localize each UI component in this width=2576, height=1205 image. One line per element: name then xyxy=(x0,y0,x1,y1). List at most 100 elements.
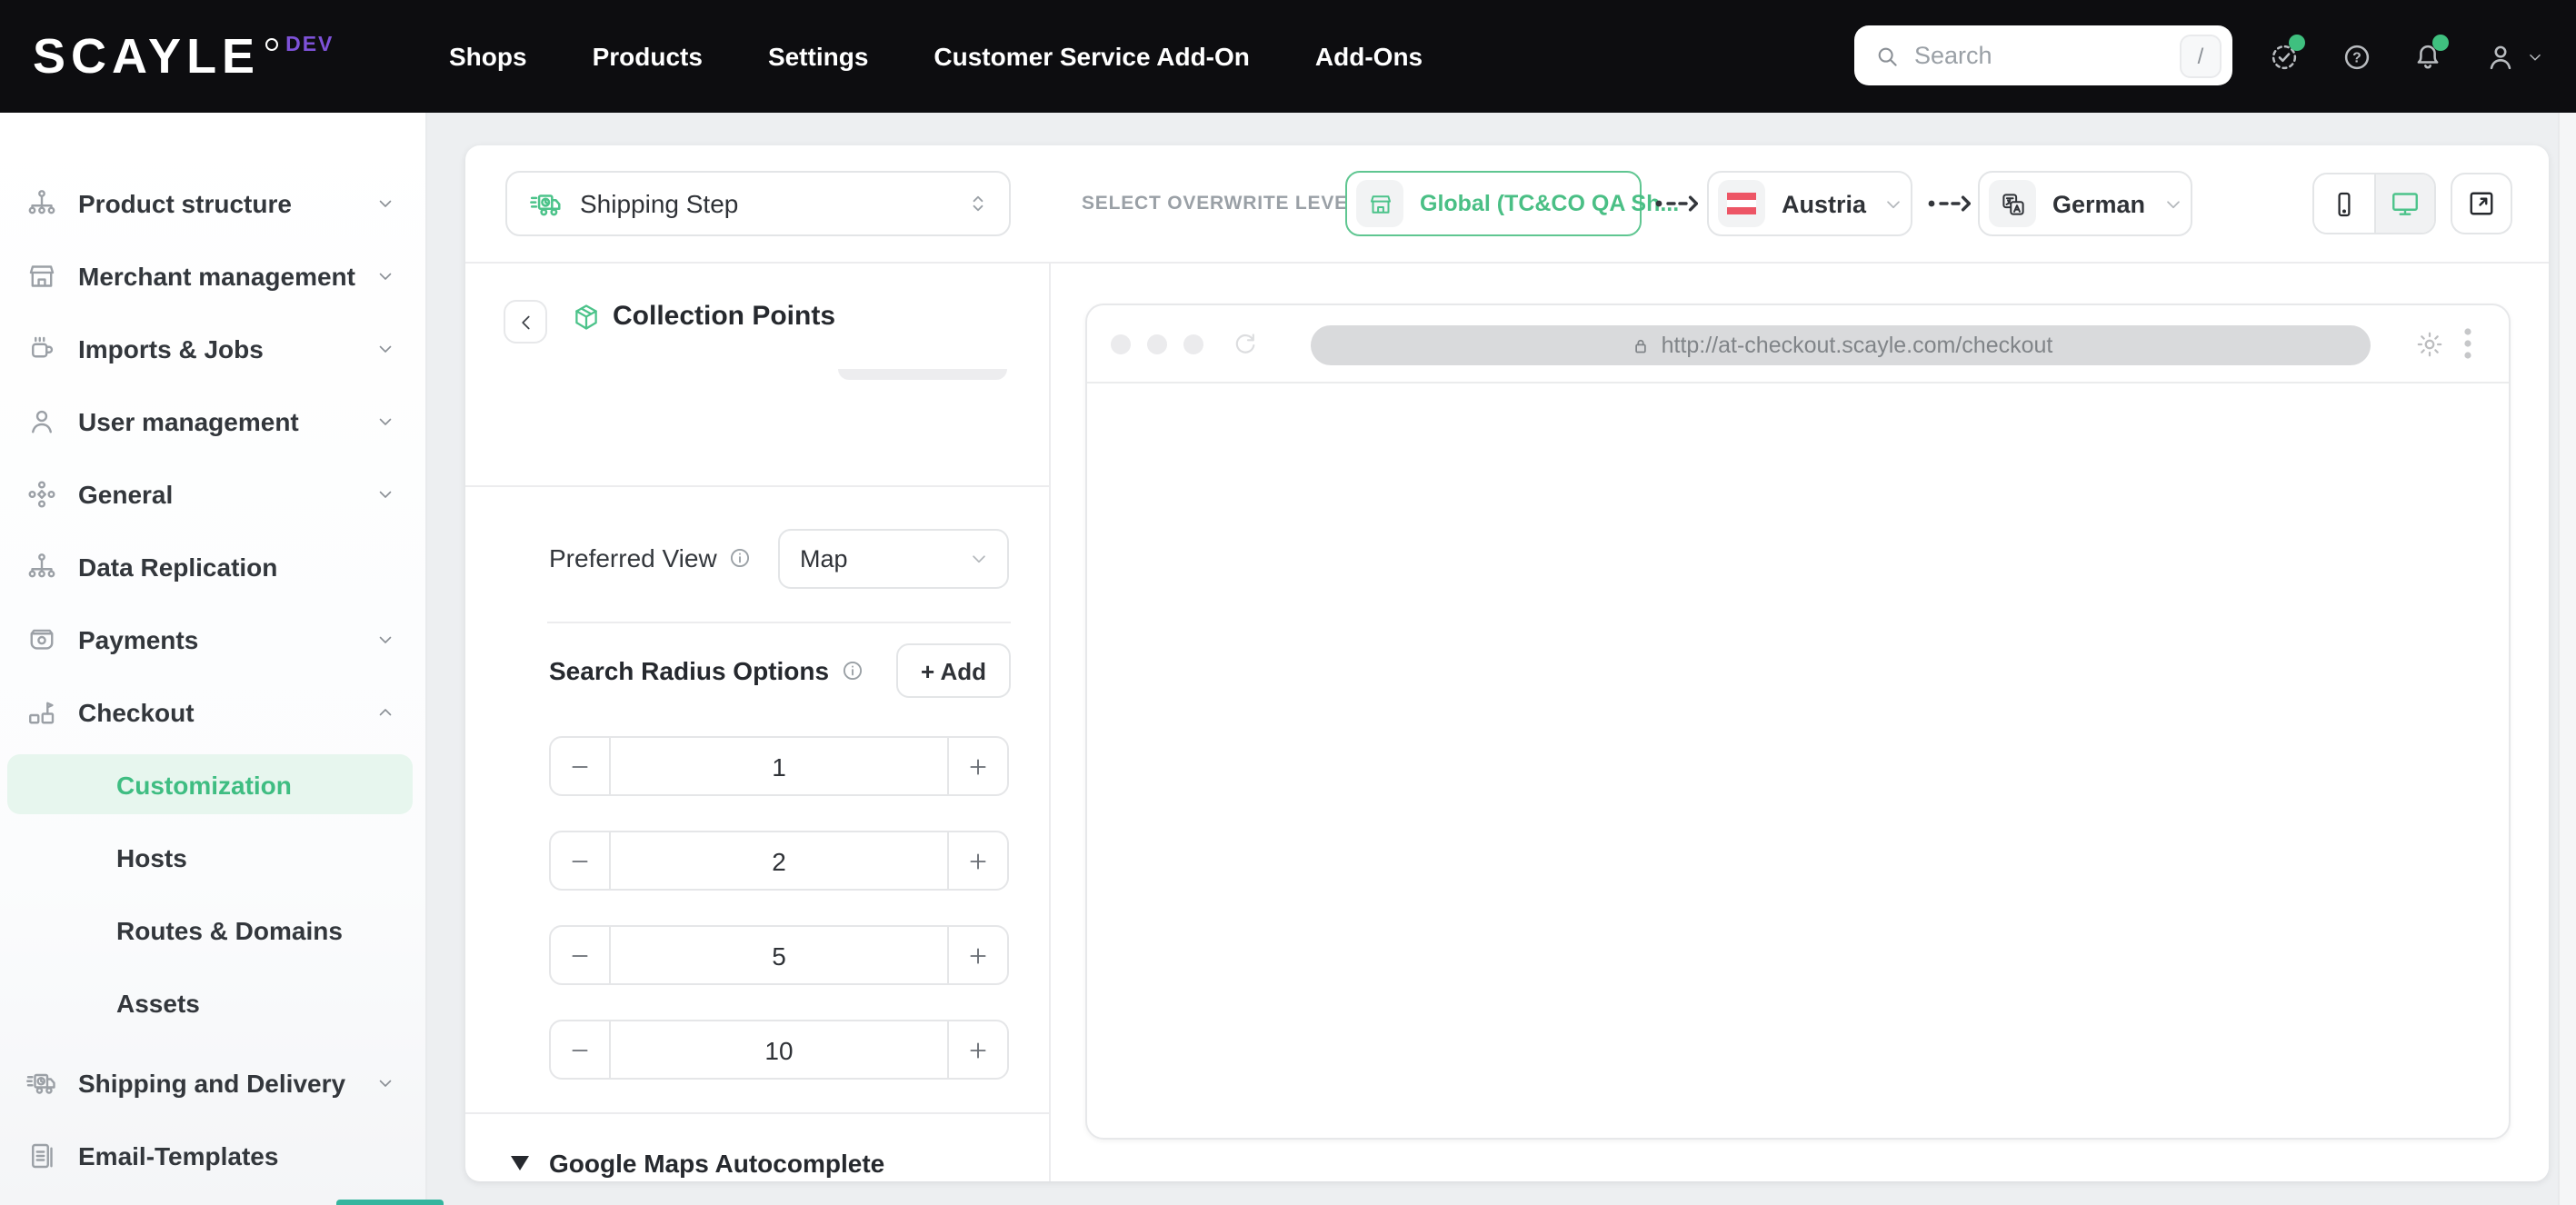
window-dot-icon xyxy=(1147,334,1167,354)
sidebar-item-routes-domains[interactable]: Routes & Domains xyxy=(116,916,343,945)
country-select[interactable]: Austria xyxy=(1707,171,1912,236)
window-dot-icon xyxy=(1183,334,1203,354)
chevron-down-icon xyxy=(374,338,396,360)
stepper-value-input[interactable]: 2 xyxy=(609,832,949,889)
sidebar-item-merchant-management[interactable]: Merchant management xyxy=(0,240,425,313)
desktop-view-button[interactable] xyxy=(2373,174,2434,233)
scayle-logo[interactable]: SCAYLE DEV xyxy=(33,0,334,113)
increment-button[interactable] xyxy=(949,927,1007,983)
content-card: Shipping Step SELECT OVERWRITE LEVEL Glo… xyxy=(465,145,2549,1181)
preferred-view-select[interactable]: Map xyxy=(778,529,1009,589)
panel-divider xyxy=(1049,264,1051,1181)
search-radius-label: Search Radius Options xyxy=(549,656,865,685)
sidebar-list: Product structure Merchant management Im… xyxy=(0,113,425,1192)
decrement-button[interactable] xyxy=(551,1021,609,1078)
bottom-scroll-indicator xyxy=(336,1199,444,1205)
chevron-down-icon xyxy=(967,547,991,571)
sidebar-item-data-replication[interactable]: Data Replication xyxy=(0,531,425,603)
stepper-value-input[interactable]: 1 xyxy=(609,738,949,794)
radius-stepper-row: 5 xyxy=(549,925,1009,985)
fullscreen-button[interactable] xyxy=(2451,173,2512,234)
reload-icon xyxy=(1231,329,1260,358)
sidebar-item-payments[interactable]: Payments xyxy=(0,603,425,676)
sidebar-item-email-templates[interactable]: Email-Templates xyxy=(0,1120,425,1192)
decrement-button[interactable] xyxy=(551,832,609,889)
sort-chevrons-icon xyxy=(965,191,991,216)
notifications-bell-icon[interactable] xyxy=(2411,0,2449,113)
sidebar-item-hosts[interactable]: Hosts xyxy=(116,843,187,872)
decrement-button[interactable] xyxy=(551,738,609,794)
increment-button[interactable] xyxy=(949,832,1007,889)
nav-add-ons[interactable]: Add-Ons xyxy=(1314,42,1423,71)
nav-shops[interactable]: Shops xyxy=(449,42,527,71)
overwrite-global-button[interactable]: Global (TC&CO QA Sh... xyxy=(1345,171,1679,236)
sidebar-item-product-structure[interactable]: Product structure xyxy=(0,167,425,240)
stepper-value-input[interactable]: 5 xyxy=(609,927,949,983)
preferred-view-label: Preferred View xyxy=(549,543,754,573)
search-shortcut-key: / xyxy=(2180,34,2222,77)
sidebar-item-user-management[interactable]: User management xyxy=(0,385,425,458)
nav-settings[interactable]: Settings xyxy=(767,42,869,71)
package-icon xyxy=(571,302,602,333)
info-icon[interactable] xyxy=(840,658,865,683)
svg-text:?: ? xyxy=(2352,50,2361,65)
preferred-view-value: Map xyxy=(800,545,848,573)
radius-stepper-row: 2 xyxy=(549,831,1009,891)
step-select[interactable]: Shipping Step xyxy=(505,171,1011,236)
country-select-value: Austria xyxy=(1782,190,1867,217)
stepper-value-input[interactable]: 10 xyxy=(609,1021,949,1078)
account-menu[interactable] xyxy=(2483,0,2545,113)
sidebar-item-imports-jobs[interactable]: Imports & Jobs xyxy=(0,313,425,385)
device-toggle xyxy=(2312,173,2436,234)
increment-button[interactable] xyxy=(949,1021,1007,1078)
user-icon xyxy=(25,405,58,438)
back-button[interactable] xyxy=(504,300,547,344)
browser-chrome-bar: http://at-checkout.scayle.com/checkout xyxy=(1087,305,2509,383)
language-select[interactable]: German xyxy=(1978,171,2192,236)
sidebar-item-shipping-delivery[interactable]: Shipping and Delivery xyxy=(0,1047,425,1120)
help-icon[interactable]: ? xyxy=(2340,0,2374,113)
add-radius-button[interactable]: + Add xyxy=(896,643,1011,698)
nav-products[interactable]: Products xyxy=(592,42,703,71)
sidebar-item-assets[interactable]: Assets xyxy=(116,989,200,1018)
radius-stepper-row: 10 xyxy=(549,1020,1009,1080)
kebab-menu-icon xyxy=(2463,327,2472,360)
expand-icon xyxy=(2470,192,2493,215)
search-input[interactable] xyxy=(1914,42,2180,69)
hub-icon xyxy=(25,478,58,511)
url-text: http://at-checkout.scayle.com/checkout xyxy=(1661,333,2053,358)
mobile-view-button[interactable] xyxy=(2314,174,2374,233)
gear-icon xyxy=(2414,328,2445,359)
truck-icon xyxy=(25,1067,58,1100)
document-icon xyxy=(25,1140,58,1172)
search-icon xyxy=(1872,41,1902,70)
chevron-down-icon xyxy=(374,1072,396,1094)
chevron-down-icon xyxy=(374,265,396,287)
flow-arrow-icon xyxy=(1927,194,1971,213)
chevron-down-icon xyxy=(2530,53,2541,60)
sidebar-item-checkout[interactable]: Checkout xyxy=(0,676,425,749)
info-icon[interactable] xyxy=(728,545,754,571)
logo-ring-icon xyxy=(265,37,279,50)
decrement-button[interactable] xyxy=(551,927,609,983)
divider xyxy=(547,622,1011,623)
checkout-preview-area: http://at-checkout.scayle.com/checkout xyxy=(1051,264,2549,1181)
overwrite-level-label: SELECT OVERWRITE LEVEL xyxy=(1082,191,1397,216)
status-check-icon[interactable] xyxy=(2267,0,2305,113)
sidebar: Product structure Merchant management Im… xyxy=(0,113,427,1205)
divider xyxy=(465,485,1049,487)
translate-icon xyxy=(1989,180,2036,227)
overwrite-global-label: Global (TC&CO QA Sh... xyxy=(1420,191,1680,216)
checkout-icon xyxy=(25,696,58,729)
google-maps-section-title: Google Maps Autocomplete xyxy=(549,1149,885,1178)
page-scrollbar[interactable] xyxy=(2558,113,2576,1205)
increment-button[interactable] xyxy=(949,738,1007,794)
global-search[interactable]: / xyxy=(1854,25,2232,85)
nav-customer-service-add-on[interactable]: Customer Service Add-On xyxy=(934,42,1250,71)
hierarchy-icon xyxy=(25,551,58,583)
collapse-triangle-icon[interactable] xyxy=(511,1156,529,1170)
active-item-highlight xyxy=(7,754,413,814)
sidebar-item-general[interactable]: General xyxy=(0,458,425,531)
sidebar-item-customization[interactable]: Customization xyxy=(0,749,425,822)
